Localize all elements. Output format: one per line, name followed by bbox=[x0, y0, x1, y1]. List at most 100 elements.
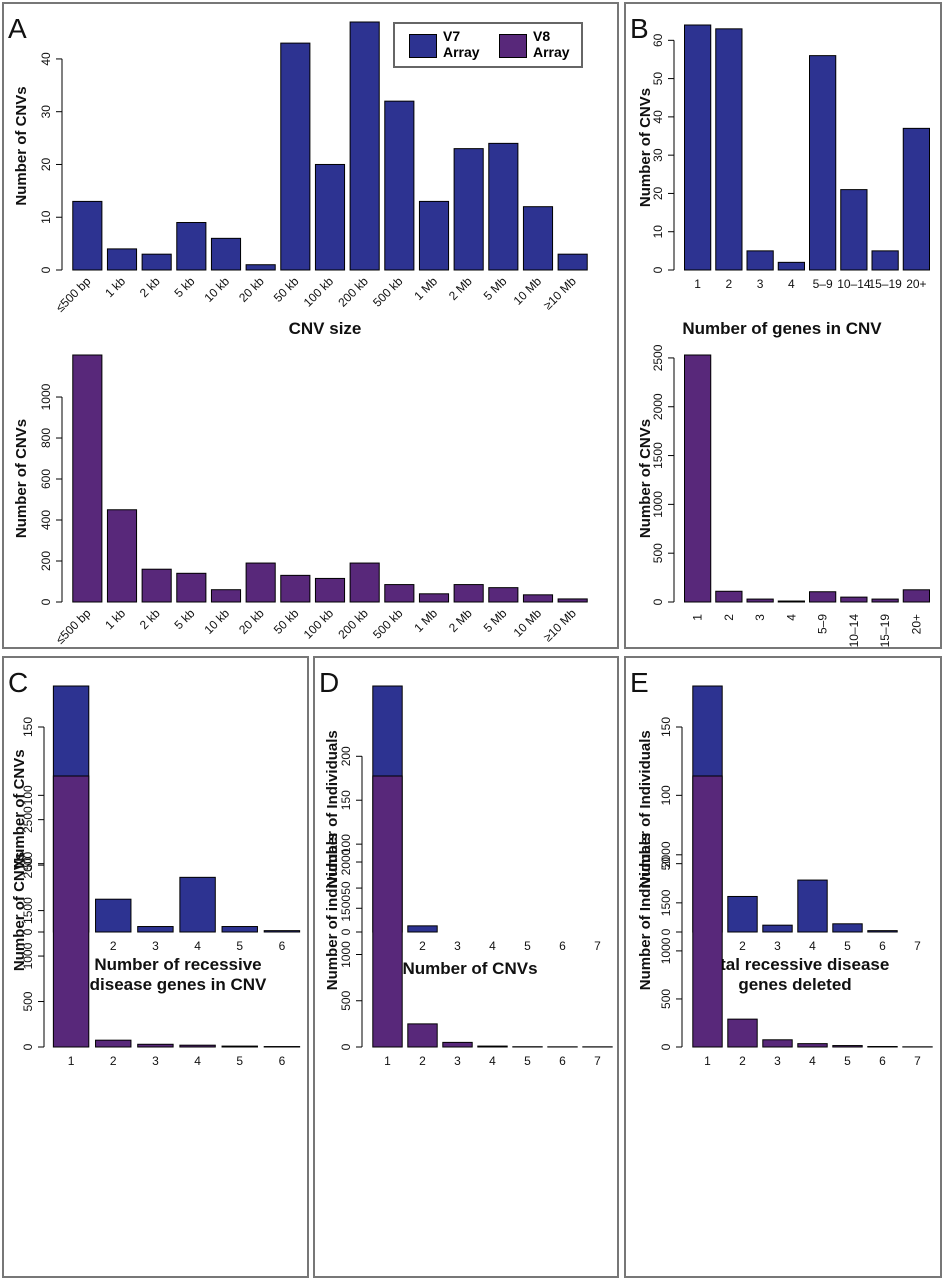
bar bbox=[809, 591, 837, 603]
bar bbox=[715, 28, 743, 271]
y-tick-label: 1000 bbox=[651, 491, 665, 518]
y-tick-label: 0 bbox=[39, 598, 53, 605]
x-tick-label: 200 kb bbox=[335, 274, 371, 310]
x-tick-label: 10–14 bbox=[847, 614, 861, 648]
x-tick-label: 4 bbox=[809, 1054, 816, 1068]
x-tick-label: 5 Mb bbox=[481, 606, 510, 635]
x-axis-label: Number of CNVs bbox=[402, 959, 537, 978]
y-axis-label: Number of CNVs bbox=[637, 88, 654, 207]
y-axis-label: Number of CNVs bbox=[13, 86, 30, 205]
legend-label: V7 Array bbox=[443, 28, 480, 60]
bar bbox=[684, 24, 712, 271]
bar bbox=[106, 248, 138, 271]
x-tick-label: 7 bbox=[594, 939, 601, 953]
x-tick-label: 2 bbox=[739, 1054, 746, 1068]
x-tick-label: 2 bbox=[110, 1054, 117, 1068]
x-tick-label: 4 bbox=[809, 939, 816, 953]
y-tick-label: 1500 bbox=[339, 895, 353, 922]
x-tick-label: 2 Mb bbox=[446, 606, 475, 635]
y-tick-label: 150 bbox=[21, 717, 35, 737]
bar bbox=[95, 898, 132, 933]
bar bbox=[141, 253, 172, 271]
bar bbox=[522, 206, 554, 271]
bar bbox=[832, 1045, 863, 1048]
y-tick-label: 50 bbox=[339, 881, 353, 895]
x-tick-label: 100 kb bbox=[301, 274, 337, 310]
x-tick-label: ≤500 bp bbox=[53, 606, 94, 647]
bar bbox=[442, 1041, 473, 1048]
bar bbox=[95, 1039, 132, 1048]
x-tick-label: 50 kb bbox=[271, 606, 302, 637]
y-tick-label: 0 bbox=[39, 266, 53, 273]
bar bbox=[372, 775, 403, 1048]
bar bbox=[777, 261, 805, 271]
y-axis-label: Number of Individuals bbox=[324, 730, 341, 888]
bar bbox=[902, 589, 930, 603]
y-tick-label: 2500 bbox=[651, 344, 665, 371]
x-tick-label: 5 bbox=[524, 1054, 531, 1068]
x-tick-label: 1 Mb bbox=[411, 274, 440, 303]
x-tick-label: 10 kb bbox=[201, 274, 232, 305]
y-tick-label: 0 bbox=[339, 928, 353, 935]
bar bbox=[176, 222, 207, 271]
y-tick-label: 20 bbox=[651, 186, 665, 200]
x-tick-label: 6 bbox=[559, 939, 566, 953]
y-tick-label: 150 bbox=[339, 790, 353, 810]
x-tick-label: 5 bbox=[844, 939, 851, 953]
x-tick-label: 2 bbox=[722, 614, 736, 621]
x-axis-label: Total recessive disease bbox=[701, 955, 890, 974]
x-tick-label: 500 kb bbox=[370, 606, 406, 642]
x-tick-label: 15–19 bbox=[868, 277, 902, 291]
x-tick-label: 5 kb bbox=[172, 606, 198, 632]
bar bbox=[453, 584, 484, 603]
y-tick-label: 2000 bbox=[659, 841, 673, 868]
x-axis-label: Number of recessive bbox=[94, 955, 261, 974]
bar bbox=[797, 1043, 828, 1048]
x-tick-label: 100 kb bbox=[301, 606, 337, 642]
x-tick-label: 1 bbox=[704, 1054, 711, 1068]
bar bbox=[52, 775, 90, 1048]
x-tick-label: 10 Mb bbox=[511, 606, 545, 640]
x-tick-label: 5 kb bbox=[172, 274, 198, 300]
panel-letter: A bbox=[8, 13, 27, 44]
bar bbox=[727, 1018, 758, 1048]
x-tick-label: 3 bbox=[152, 1054, 159, 1068]
bar bbox=[746, 598, 774, 603]
bar bbox=[488, 587, 519, 603]
bar bbox=[349, 562, 380, 603]
panel-border bbox=[624, 2, 942, 649]
x-tick-label: 2 bbox=[110, 939, 117, 953]
panel-letter: D bbox=[319, 667, 339, 698]
legend-swatch bbox=[409, 34, 437, 58]
panel-letter: E bbox=[630, 667, 649, 698]
y-tick-label: 0 bbox=[651, 266, 665, 273]
y-tick-label: 2500 bbox=[21, 806, 35, 833]
panel-letter: C bbox=[8, 667, 28, 698]
bar bbox=[221, 926, 258, 933]
x-tick-label: 2 kb bbox=[137, 606, 163, 632]
x-tick-label: 1 kb bbox=[102, 274, 128, 300]
panel-border bbox=[313, 656, 619, 1278]
y-tick-label: 400 bbox=[39, 510, 53, 530]
bar bbox=[871, 598, 899, 603]
x-tick-label: 5 Mb bbox=[481, 274, 510, 303]
x-tick-label: 4 bbox=[194, 939, 201, 953]
bar bbox=[137, 1043, 174, 1048]
bar bbox=[762, 1039, 793, 1048]
y-tick-label: 0 bbox=[659, 1043, 673, 1050]
x-tick-label: 5–9 bbox=[813, 277, 833, 291]
bar bbox=[684, 354, 712, 603]
x-axis-label: genes deleted bbox=[738, 975, 851, 994]
y-tick-label: 2000 bbox=[339, 848, 353, 875]
x-tick-label: 20+ bbox=[906, 277, 926, 291]
x-tick-label: 5 bbox=[524, 939, 531, 953]
x-tick-label: 3 bbox=[454, 1054, 461, 1068]
bar bbox=[832, 923, 863, 933]
y-tick-label: 1000 bbox=[39, 383, 53, 410]
y-tick-label: 60 bbox=[651, 33, 665, 47]
y-tick-label: 10 bbox=[39, 210, 53, 224]
bar bbox=[418, 200, 450, 271]
bar bbox=[727, 895, 758, 933]
x-tick-label: 5–9 bbox=[816, 614, 830, 634]
bar bbox=[902, 127, 930, 271]
